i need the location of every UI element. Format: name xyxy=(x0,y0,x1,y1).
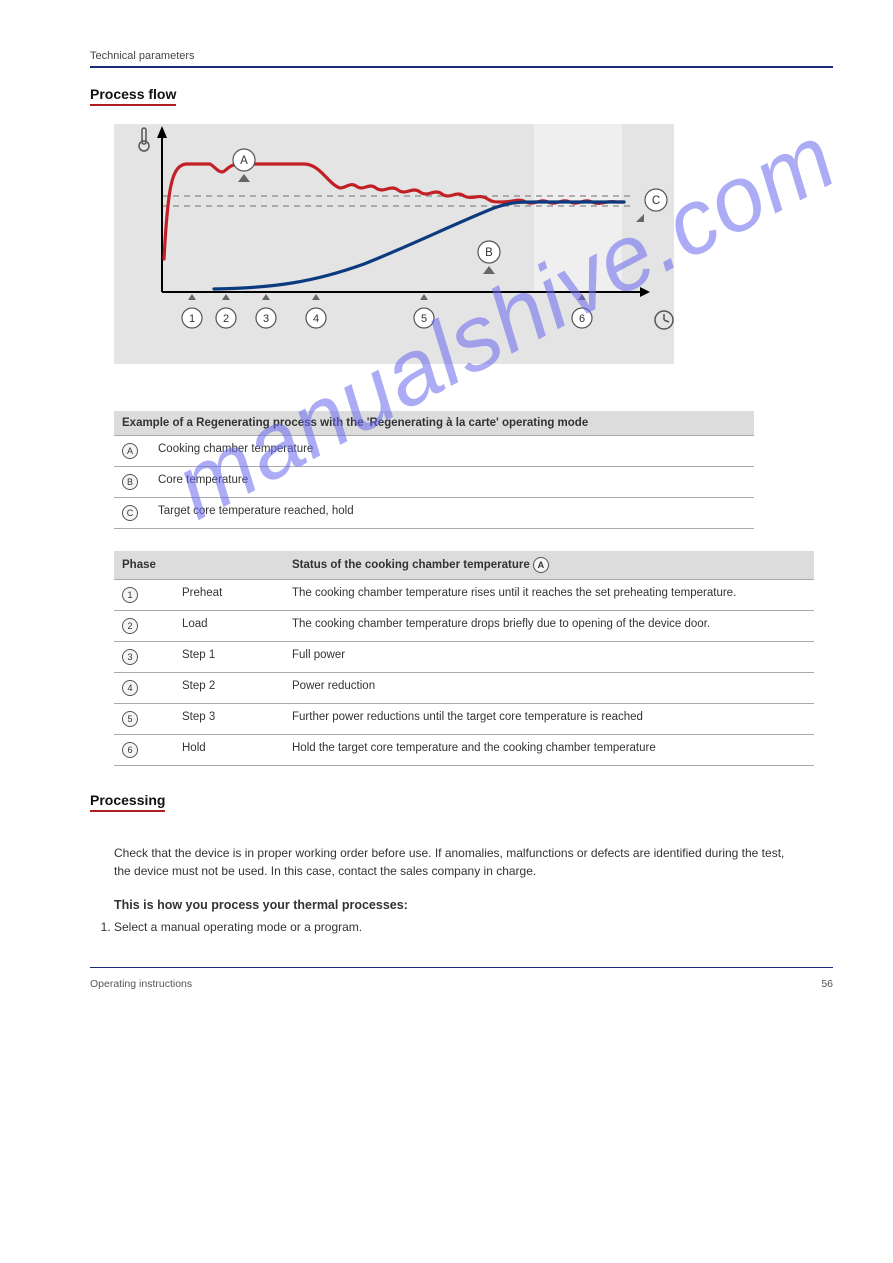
phase-desc: Power reduction xyxy=(284,673,814,704)
svg-text:6: 6 xyxy=(579,313,585,325)
phase-row: 3Step 1Full power xyxy=(114,642,814,673)
phase-desc: Further power reductions until the targe… xyxy=(284,704,814,735)
phase-table: Phase Status of the cooking chamber temp… xyxy=(114,551,814,766)
phase-num: 2 xyxy=(114,611,174,642)
legend-header: Example of a Regenerating process with t… xyxy=(114,411,754,436)
phase-row: 1PreheatThe cooking chamber temperature … xyxy=(114,580,814,611)
phase-col-status: Status of the cooking chamber temperatur… xyxy=(284,551,814,580)
phase-row: 5Step 3Further power reductions until th… xyxy=(114,704,814,735)
running-header: Technical parameters xyxy=(90,50,833,62)
legend-badge: B xyxy=(122,474,138,490)
phase-name: Load xyxy=(174,611,284,642)
header-rule xyxy=(90,66,833,68)
phase-desc: The cooking chamber temperature rises un… xyxy=(284,580,814,611)
phase-name: Step 3 xyxy=(174,704,284,735)
badge-a-header: A xyxy=(533,557,549,573)
svg-text:B: B xyxy=(485,247,493,259)
phase-name: Step 1 xyxy=(174,642,284,673)
phase-row: 6HoldHold the target core temperature an… xyxy=(114,735,814,766)
phase-col-blank xyxy=(174,551,284,580)
legend-text: Cooking chamber temperature xyxy=(150,436,754,467)
phase-col-phase: Phase xyxy=(114,551,174,580)
phase-num: 4 xyxy=(114,673,174,704)
svg-text:A: A xyxy=(240,155,248,167)
legend-text: Core temperature xyxy=(150,467,754,498)
processing-intro: Check that the device is in proper worki… xyxy=(114,844,794,880)
svg-text:1: 1 xyxy=(189,313,195,325)
phase-row: 4Step 2Power reduction xyxy=(114,673,814,704)
phase-num: 1 xyxy=(114,580,174,611)
phase-num: 3 xyxy=(114,642,174,673)
legend-row: C Target core temperature reached, hold xyxy=(114,498,754,529)
svg-text:5: 5 xyxy=(421,313,427,325)
legend-table: Example of a Regenerating process with t… xyxy=(114,411,754,529)
process-chart: 1 2 3 4 5 6 A B C xyxy=(114,124,833,387)
phase-name: Step 2 xyxy=(174,673,284,704)
svg-text:3: 3 xyxy=(263,313,269,325)
process-chart-svg: 1 2 3 4 5 6 A B C xyxy=(114,124,674,384)
legend-text: Target core temperature reached, hold xyxy=(150,498,754,529)
legend-row: A Cooking chamber temperature xyxy=(114,436,754,467)
phase-name: Preheat xyxy=(174,580,284,611)
page-container: manualshive.com Technical parameters Pro… xyxy=(0,0,893,1050)
section-title-process-flow: Process flow xyxy=(90,86,176,106)
phase-desc: The cooking chamber temperature drops br… xyxy=(284,611,814,642)
svg-text:4: 4 xyxy=(313,313,319,325)
phase-name: Hold xyxy=(174,735,284,766)
phase-desc: Full power xyxy=(284,642,814,673)
legend-badge: A xyxy=(122,443,138,459)
processing-steps-list: Select a manual operating mode or a prog… xyxy=(114,918,794,937)
phase-num: 5 xyxy=(114,704,174,735)
legend-row: B Core temperature xyxy=(114,467,754,498)
footer-right: 56 xyxy=(821,978,833,990)
processing-steps-heading: This is how you process your thermal pro… xyxy=(114,898,833,912)
processing-step: Select a manual operating mode or a prog… xyxy=(114,918,794,937)
phase-desc: Hold the target core temperature and the… xyxy=(284,735,814,766)
legend-badge: C xyxy=(122,505,138,521)
footer-rule xyxy=(90,967,833,968)
footer-left: Operating instructions xyxy=(90,978,192,990)
page-footer: Operating instructions 56 xyxy=(90,978,833,1010)
svg-text:2: 2 xyxy=(223,313,229,325)
section-title-processing: Processing xyxy=(90,792,165,812)
svg-text:C: C xyxy=(652,195,660,207)
phase-row: 2LoadThe cooking chamber temperature dro… xyxy=(114,611,814,642)
phase-num: 6 xyxy=(114,735,174,766)
